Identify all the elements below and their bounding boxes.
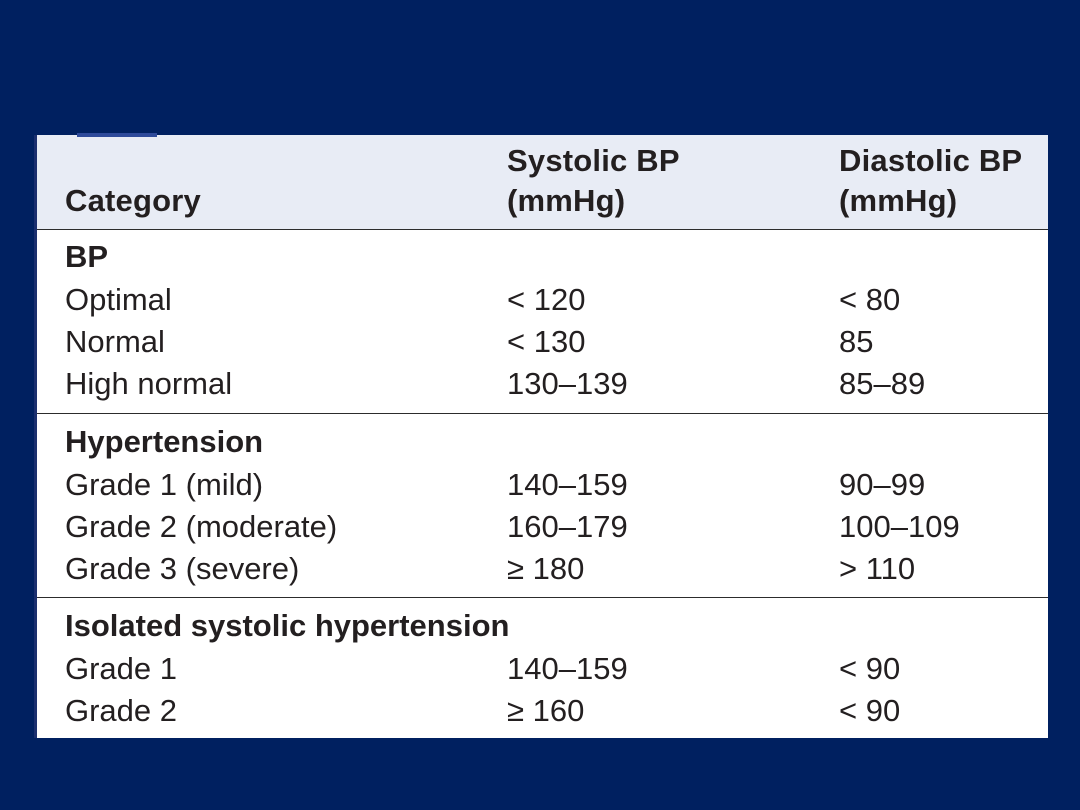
table-row: Normal < 130 85 [37,321,1048,363]
cell-systolic: 140–159 [507,467,628,502]
header-diastolic: Diastolic BP (mmHg) [839,141,1022,221]
header-diastolic-unit: (mmHg) [839,183,958,218]
table-row: Grade 2 ≥ 160 < 90 [37,690,1048,732]
cell-diastolic: 85 [839,324,874,359]
cell-systolic: ≥ 160 [507,693,585,728]
table-row: Grade 3 (severe) ≥ 180 > 110 [37,548,1048,590]
cell-category: Grade 2 (moderate) [65,509,338,544]
cell-diastolic: < 80 [839,282,901,317]
table-header: Category Systolic BP (mmHg) Diastolic BP… [37,133,1048,230]
section-bp: BP Optimal < 120 < 80 Normal < 130 85 Hi… [37,229,1048,413]
cell-category: Grade 1 (mild) [65,467,264,502]
cell-category: Optimal [65,282,172,317]
section-title: BP [65,239,109,274]
section-hypertension: Hypertension Grade 1 (mild) 140–159 90–9… [37,413,1048,598]
section-isolated-systolic-hypertension: Isolated systolic hypertension Grade 1 1… [37,597,1048,739]
cell-systolic: 160–179 [507,509,628,544]
cell-systolic: 140–159 [507,651,628,686]
section-title: Isolated systolic hypertension [65,608,510,643]
table-row: Grade 2 (moderate) 160–179 100–109 [37,506,1048,548]
cell-category: High normal [65,366,233,401]
cell-category: Grade 3 (severe) [65,551,300,586]
cell-category: Grade 2 [65,693,178,728]
cell-category: Grade 1 [65,651,178,686]
cell-systolic: ≥ 180 [507,551,585,586]
cell-category: Normal [65,324,165,359]
header-accent-bar [77,133,157,137]
cell-diastolic: 100–109 [839,509,960,544]
header-systolic: Systolic BP (mmHg) [507,141,680,221]
bp-classification-table: Category Systolic BP (mmHg) Diastolic BP… [34,133,1048,739]
cell-systolic: 130–139 [507,366,628,401]
header-category-label: Category [65,183,201,218]
cell-diastolic: 85–89 [839,366,926,401]
table-row: High normal 130–139 85–89 [37,363,1048,405]
table-row: Grade 1 140–159 < 90 [37,648,1048,690]
table-row: Grade 1 (mild) 140–159 90–99 [37,464,1048,506]
cell-diastolic: 90–99 [839,467,926,502]
header-category: Category [65,181,201,221]
section-title: Hypertension [65,424,264,459]
cell-systolic: < 130 [507,324,586,359]
cell-systolic: < 120 [507,282,586,317]
cell-diastolic: > 110 [839,551,916,586]
cell-diastolic: < 90 [839,693,901,728]
header-systolic-unit: (mmHg) [507,183,626,218]
header-systolic-title: Systolic BP [507,143,680,178]
cell-diastolic: < 90 [839,651,901,686]
table-row: Optimal < 120 < 80 [37,279,1048,321]
header-diastolic-title: Diastolic BP [839,143,1023,178]
